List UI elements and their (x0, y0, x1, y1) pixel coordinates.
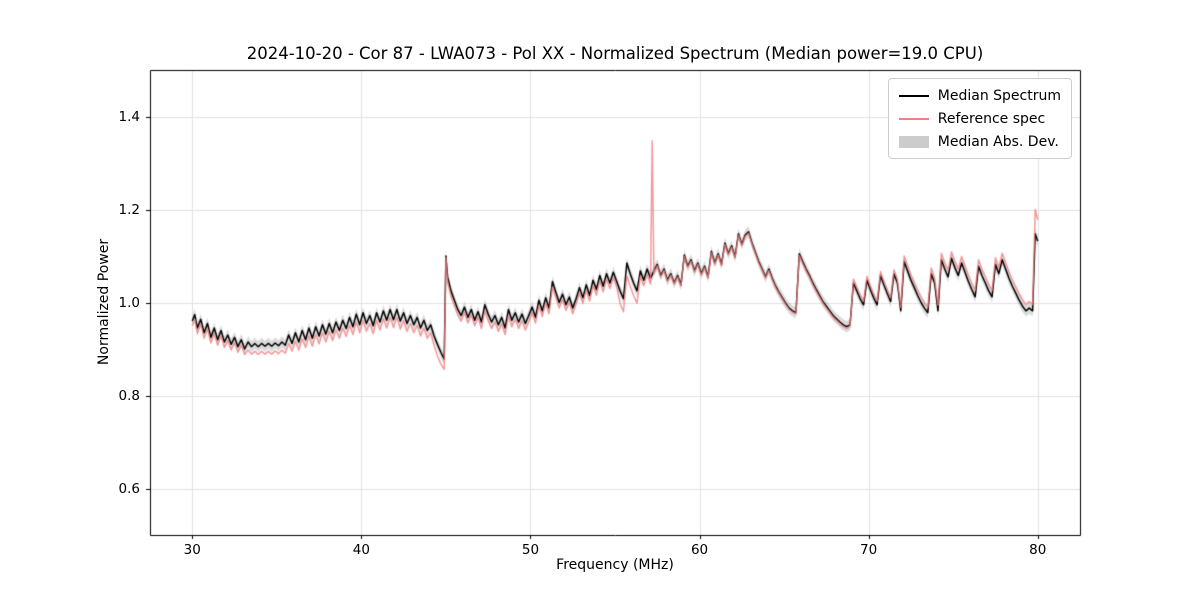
x-tick-label: 40 (352, 542, 370, 558)
x-tick-label: 30 (183, 542, 201, 558)
median-abs-dev-patch-swatch-icon (898, 135, 929, 148)
y-tick-label: 0.6 (118, 480, 140, 497)
chart-title: 2024-10-20 - Cor 87 - LWA073 - Pol XX - … (246, 44, 984, 63)
legend-entry-median-spectrum: Median Spectrum (898, 86, 1061, 105)
legend-label: Reference spec (937, 110, 1046, 127)
y-tick-label: 1.4 (118, 108, 140, 125)
x-tick-label: 50 (521, 542, 540, 558)
y-tick-label: 1.0 (118, 294, 140, 311)
legend-label: Median Abs. Dev. (937, 133, 1059, 150)
x-axis-label: Frequency (MHz) (556, 557, 674, 573)
legend-entry-reference-spec: Reference spec (898, 109, 1061, 128)
x-tick-label: 80 (1029, 542, 1047, 558)
y-tick-label: 0.8 (118, 387, 140, 404)
x-tick-label: 70 (860, 542, 878, 558)
y-tick-label: 1.2 (118, 201, 140, 218)
reference-spec-line-swatch-icon (898, 117, 929, 120)
median-spectrum-line-swatch-icon (898, 94, 929, 97)
legend-label: Median Spectrum (937, 87, 1061, 104)
legend-entry-median-abs-dev: Median Abs. Dev. (898, 132, 1061, 151)
x-tick-label: 60 (690, 542, 709, 558)
legend: Median Spectrum Reference spec Median Ab… (887, 78, 1072, 159)
